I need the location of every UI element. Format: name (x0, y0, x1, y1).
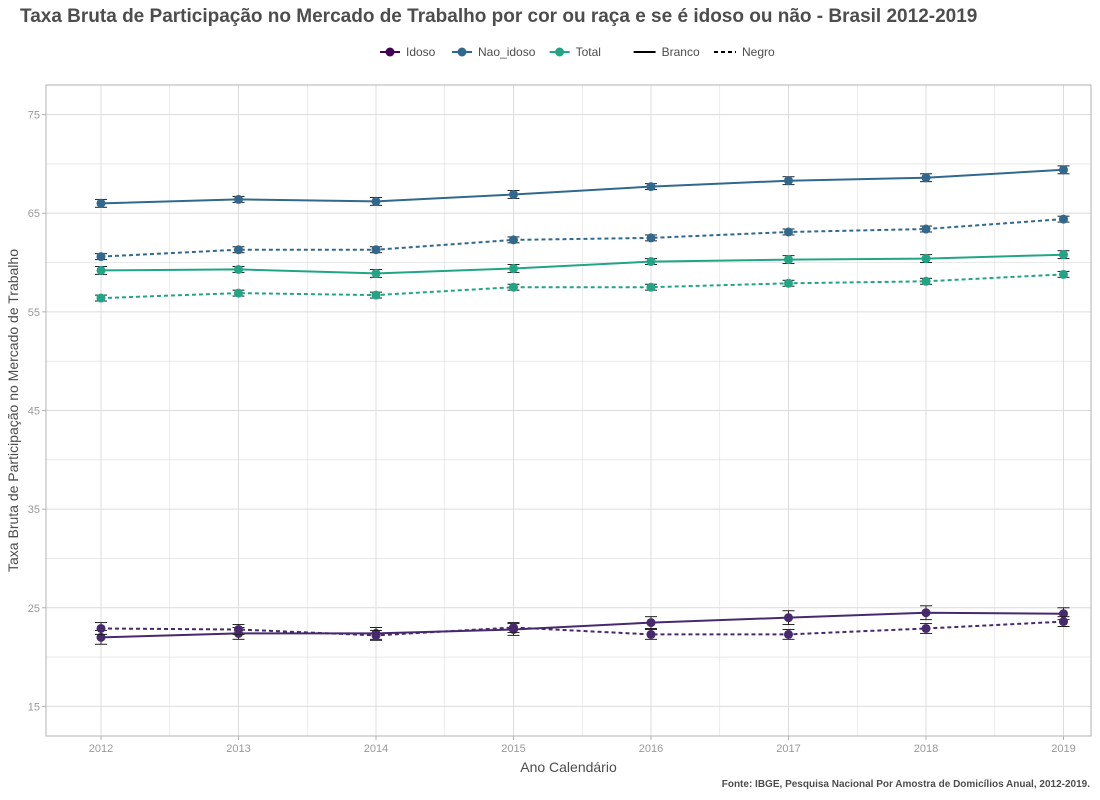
legend-item-negro: Negro (714, 45, 775, 59)
data-point (784, 629, 793, 639)
data-point (784, 255, 793, 265)
legend-key-point (457, 47, 467, 57)
data-point (921, 623, 931, 633)
legend-item-total: Total (549, 45, 601, 59)
data-point (371, 268, 381, 278)
y-tick-label: 55 (28, 307, 40, 319)
series-nao_idoso-branco (95, 165, 1070, 208)
data-point (371, 196, 381, 206)
data-point (646, 282, 656, 292)
series-total-branco (95, 250, 1070, 278)
series-line (100, 253, 1064, 275)
x-tick-label: 2013 (226, 743, 250, 755)
data-point (371, 290, 381, 300)
x-tick-label: 2012 (89, 743, 113, 755)
data-point (509, 282, 518, 292)
y-tick-label: 65 (28, 208, 40, 220)
data-point (234, 288, 243, 298)
data-point (96, 623, 106, 633)
data-point (234, 624, 243, 634)
data-point (646, 233, 656, 243)
x-tick-label: 2017 (776, 743, 800, 755)
data-point (509, 235, 518, 245)
x-tick-label: 2014 (364, 743, 388, 755)
data-point (509, 263, 518, 273)
legend-label: Negro (742, 45, 775, 59)
legend-label: Branco (662, 45, 700, 59)
data-point (784, 227, 793, 237)
data-point (234, 264, 243, 274)
y-axis-title: Taxa Bruta de Participação no Mercado de… (5, 249, 21, 572)
chart-title: Taxa Bruta de Participação no Mercado de… (20, 6, 978, 27)
data-point (921, 254, 931, 264)
data-point (646, 257, 656, 267)
data-point (371, 630, 381, 640)
series-total-negro (95, 269, 1070, 303)
series-idoso-negro (95, 616, 1070, 641)
data-point (509, 189, 518, 199)
data-point (1059, 250, 1068, 260)
y-axis: 15 25 35 45 55 65 75 (28, 110, 46, 713)
series-group (95, 165, 1070, 645)
data-point (234, 245, 243, 255)
legend-item-nao_idoso: Nao_idoso (452, 45, 536, 59)
y-tick-label: 75 (28, 110, 40, 122)
data-point (921, 608, 931, 618)
data-point (371, 245, 381, 255)
data-point (921, 173, 931, 183)
data-point (96, 632, 106, 642)
legend-label: Total (576, 45, 601, 59)
y-tick-label: 45 (28, 406, 40, 418)
y-tick-label: 25 (28, 603, 40, 615)
data-point (784, 613, 793, 623)
series-line (100, 611, 1064, 639)
y-tick-label: 35 (28, 504, 40, 516)
data-point (784, 278, 793, 288)
legend: Idoso Nao_idoso Total Branco Negro (380, 45, 775, 59)
data-point (1059, 214, 1068, 224)
x-tick-label: 2015 (501, 743, 525, 755)
data-point (96, 265, 106, 275)
data-point (96, 293, 106, 303)
data-point (784, 176, 793, 186)
data-point (921, 224, 931, 234)
data-point (1059, 609, 1068, 619)
series-line (100, 168, 1064, 205)
data-point (234, 194, 243, 204)
x-axis-title: Ano Calendário (520, 759, 617, 775)
data-point (96, 198, 106, 208)
x-tick-label: 2019 (1051, 743, 1075, 755)
legend-label: Idoso (406, 45, 436, 59)
y-tick-label: 15 (28, 701, 40, 713)
x-tick-label: 2018 (914, 743, 938, 755)
legend-item-branco: Branco (633, 45, 700, 59)
gridlines (46, 85, 1091, 736)
data-point (646, 618, 656, 628)
data-point (646, 182, 656, 192)
legend-item-idoso: Idoso (380, 45, 436, 59)
data-point (96, 252, 106, 262)
series-nao_idoso-negro (95, 214, 1070, 262)
data-point (1059, 165, 1068, 175)
data-point (509, 623, 518, 632)
data-point (921, 276, 931, 286)
data-point (1059, 617, 1068, 627)
data-point (646, 629, 656, 639)
legend-key-point (385, 47, 395, 57)
chart-caption: Fonte: IBGE, Pesquisa Nacional Por Amost… (721, 779, 1090, 790)
legend-key-point (555, 47, 565, 57)
x-axis: 2012 2013 2014 2015 2016 2017 2018 2019 (89, 736, 1076, 755)
legend-label: Nao_idoso (478, 45, 536, 59)
x-tick-label: 2016 (639, 743, 663, 755)
data-point (1059, 269, 1068, 279)
